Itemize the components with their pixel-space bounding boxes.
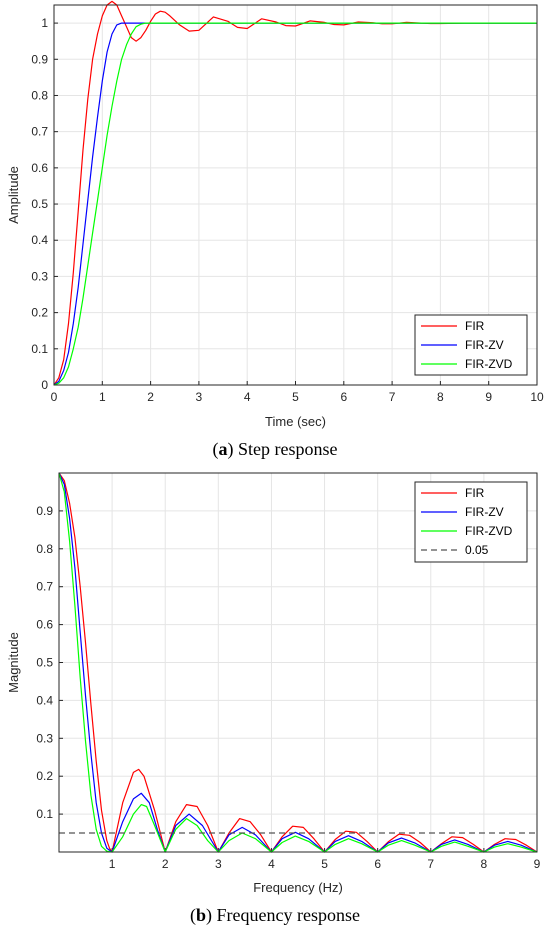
x-tick-label: 5: [321, 857, 328, 871]
caption-a: (a) Step response: [212, 439, 338, 459]
x-tick-label: 1: [99, 390, 106, 404]
x-tick-label: 8: [481, 857, 488, 871]
x-tick-label: 10: [530, 390, 544, 404]
legend-box: [414, 481, 528, 563]
y-axis-label: Magnitude: [6, 632, 21, 693]
x-tick-label: 9: [534, 857, 541, 871]
series-line-fir: [53, 0, 537, 386]
x-tick-label: 6: [374, 857, 381, 871]
y-tick-label: 1: [41, 16, 48, 30]
y-tick-label: 0.7: [31, 125, 48, 139]
y-tick-label: 0.4: [31, 233, 48, 247]
y-tick-label: 0.8: [36, 542, 53, 556]
x-tick-label: 7: [389, 390, 396, 404]
y-tick-label: 0.3: [31, 269, 48, 283]
legend-label: FIR-ZV: [465, 338, 504, 352]
series-line-fir-zvd: [58, 472, 538, 853]
legend-label: FIR-ZVD: [465, 524, 513, 538]
axes-box: [53, 4, 538, 386]
caption-b-text: ) Frequency response: [206, 905, 360, 925]
x-tick-label: 8: [437, 390, 444, 404]
x-tick-label: 0: [51, 390, 58, 404]
caption-b-letter: b: [196, 905, 207, 925]
x-axis-label: Frequency (Hz): [253, 880, 343, 895]
chart-0: 0 1 2 3 4 5 6 7 8 9 10 0 0.1 0.2 0.3 0.4 0.5 0.6 0.7 0.8 0.9…: [6, 0, 544, 429]
legend: FIR FIR-ZV FIR-ZVD: [414, 314, 528, 376]
x-tick-label: 5: [292, 390, 299, 404]
y-tick-label: 0.9: [36, 504, 53, 518]
legend-label: FIR: [465, 319, 485, 333]
x-tick-label: 7: [427, 857, 434, 871]
legend-label: 0.05: [465, 543, 489, 557]
y-tick-label: 0.8: [31, 88, 48, 102]
y-tick-label: 0.6: [36, 618, 53, 632]
caption-b: (b) Frequency response: [190, 905, 360, 925]
y-tick-label: 0.9: [31, 52, 48, 66]
y-tick-label: 0.7: [36, 580, 53, 594]
y-axis-label: Amplitude: [6, 166, 21, 224]
x-tick-label: 3: [196, 390, 203, 404]
legend: FIR FIR-ZV FIR-ZVD 0.05: [414, 481, 528, 563]
x-tick-label: 4: [244, 390, 251, 404]
x-tick-label: 1: [109, 857, 116, 871]
x-tick-label: 2: [162, 857, 169, 871]
legend-label: FIR: [465, 486, 485, 500]
x-tick-label: 2: [147, 390, 154, 404]
y-tick-label: 0: [41, 378, 48, 392]
x-tick-label: 9: [485, 390, 492, 404]
y-tick-label: 0.2: [36, 769, 53, 783]
x-tick-label: 4: [268, 857, 275, 871]
x-axis-label: Time (sec): [265, 414, 326, 429]
x-tick-label: 6: [340, 390, 347, 404]
chart-1: 1 2 3 4 5 6 7 8 9 0.1 0.2 0.3 0.4 0.5 0.6 0.7 0.8 0.9 Freq…: [6, 472, 541, 895]
series-line-fir-zvd: [53, 22, 537, 386]
y-tick-label: 0.2: [31, 306, 48, 320]
legend-label: FIR-ZV: [465, 505, 504, 519]
y-tick-label: 0.3: [36, 731, 53, 745]
y-tick-label: 0.4: [36, 693, 53, 707]
y-tick-label: 0.1: [31, 342, 48, 356]
y-tick-label: 0.5: [31, 197, 48, 211]
x-tick-label: 3: [215, 857, 222, 871]
caption-a-text: ) Step response: [227, 439, 338, 459]
legend-label: FIR-ZVD: [465, 357, 513, 371]
series-line-fir: [58, 472, 538, 853]
caption-a-letter: a: [218, 439, 228, 459]
y-tick-label: 0.1: [36, 807, 53, 821]
y-tick-label: 0.6: [31, 161, 48, 175]
series-line-fir-zv: [58, 472, 538, 853]
axes-box: [58, 472, 538, 853]
y-tick-label: 0.5: [36, 656, 53, 670]
